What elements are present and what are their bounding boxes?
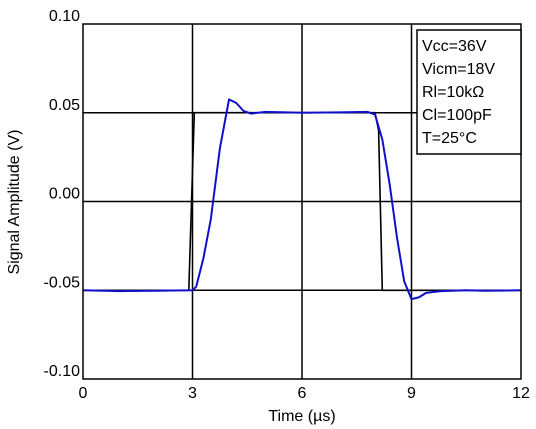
x-tick-label: 0	[79, 385, 88, 402]
y-axis-title: Signal Amplitude (V)	[6, 130, 23, 275]
plot-frame	[82, 23, 522, 380]
x-tick-label: 9	[407, 385, 416, 402]
y-tick-label: -0.05	[44, 274, 81, 291]
x-axis-title: Time (µs)	[268, 408, 335, 425]
y-tick-label: 0.05	[49, 97, 80, 114]
tick-labels: 0 3 6 9 12 0.10 0.05 0.00 -0.05 -0.10	[44, 8, 530, 402]
legend-box	[416, 29, 522, 155]
legend-line-cl: Cl=100pF	[422, 107, 492, 124]
conditions-legend: Vcc=36V Vicm=18V Rl=10kΩ Cl=100pF T=25°C	[416, 29, 522, 155]
y-tick-label: -0.10	[44, 363, 81, 380]
x-tick-label: 3	[188, 385, 197, 402]
series-lines	[82, 98, 522, 301]
legend-line-temp: T=25°C	[422, 130, 477, 147]
legend-line-vicm: Vicm=18V	[422, 61, 495, 78]
output-response-line	[82, 98, 522, 301]
x-tick-label: 6	[298, 385, 307, 402]
y-tick-label: 0.10	[49, 8, 80, 25]
legend-line-rl: Rl=10kΩ	[422, 84, 484, 101]
legend-line-vcc: Vcc=36V	[422, 38, 487, 55]
x-tick-label: 12	[512, 385, 530, 402]
y-tick-label: 0.00	[49, 186, 80, 203]
